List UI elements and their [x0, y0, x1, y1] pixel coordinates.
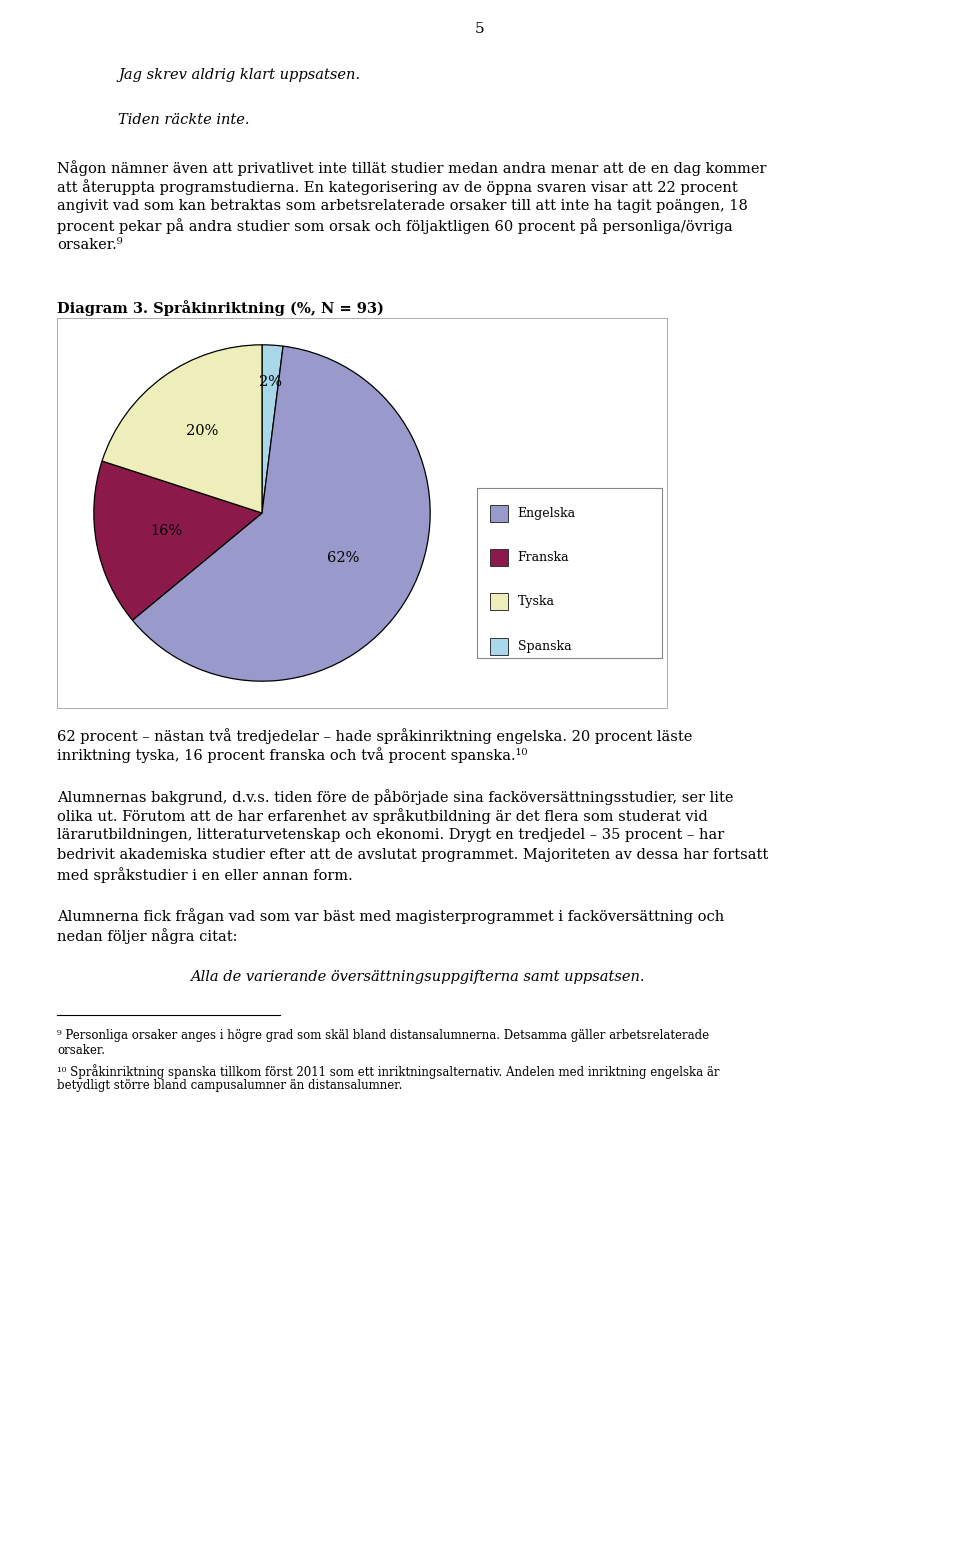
Text: nedan följer några citat:: nedan följer några citat: — [57, 929, 237, 944]
Wedge shape — [132, 346, 430, 681]
Text: Diagram 3. Språkinriktning (%, N = 93): Diagram 3. Språkinriktning (%, N = 93) — [57, 300, 384, 315]
Text: Tiden räckte inte.: Tiden räckte inte. — [118, 113, 250, 127]
Text: Någon nämner även att privatlivet inte tillät studier medan andra menar att de e: Någon nämner även att privatlivet inte t… — [57, 161, 766, 176]
Text: lärarutbildningen, litteraturvetenskap och ekonomi. Drygt en tredjedel – 35 proc: lärarutbildningen, litteraturvetenskap o… — [57, 828, 724, 842]
Text: ⁹ Personliga orsaker anges i högre grad som skäl bland distansalumnerna. Detsamm: ⁹ Personliga orsaker anges i högre grad … — [57, 1029, 709, 1043]
Text: 2%: 2% — [259, 375, 281, 389]
Text: Alla de varierande översättningsuppgifterna samt uppsatsen.: Alla de varierande översättningsuppgifte… — [190, 970, 644, 984]
Text: med språkstudier i en eller annan form.: med språkstudier i en eller annan form. — [57, 867, 352, 882]
Wedge shape — [102, 345, 262, 513]
Text: Engelska: Engelska — [517, 507, 576, 521]
Text: 62 procent – nästan två tredjedelar – hade språkinriktning engelska. 20 procent : 62 procent – nästan två tredjedelar – ha… — [57, 728, 692, 743]
Text: att återuppta programstudierna. En kategorisering av de öppna svaren visar att 2: att återuppta programstudierna. En kateg… — [57, 179, 737, 195]
Text: Spanska: Spanska — [517, 640, 571, 652]
Wedge shape — [94, 460, 262, 620]
Text: 16%: 16% — [150, 524, 182, 538]
Text: 5: 5 — [475, 22, 485, 36]
Bar — [57, 318, 667, 708]
Text: Tyska: Tyska — [517, 595, 555, 609]
Text: Alumnerna fick frågan vad som var bäst med magisterprogrammet i facköversättning: Alumnerna fick frågan vad som var bäst m… — [57, 908, 724, 924]
Text: 62%: 62% — [326, 550, 359, 564]
Bar — [490, 593, 509, 610]
Text: Jag skrev aldrig klart uppsatsen.: Jag skrev aldrig klart uppsatsen. — [118, 68, 360, 82]
Bar — [490, 638, 509, 655]
Text: inriktning tyska, 16 procent franska och två procent spanska.¹⁰: inriktning tyska, 16 procent franska och… — [57, 748, 527, 763]
Text: betydligt större bland campusalumner än distansalumner.: betydligt större bland campusalumner än … — [57, 1080, 402, 1092]
Wedge shape — [262, 345, 283, 513]
Text: orsaker.: orsaker. — [57, 1044, 105, 1057]
Bar — [490, 548, 509, 565]
Text: ¹⁰ Språkinriktning spanska tillkom först 2011 som ett inriktningsalternativ. And: ¹⁰ Språkinriktning spanska tillkom först… — [57, 1065, 719, 1080]
Text: 20%: 20% — [186, 425, 219, 439]
Text: orsaker.⁹: orsaker.⁹ — [57, 238, 123, 252]
Text: Alumnernas bakgrund, d.v.s. tiden före de påbörjade sina facköversättningsstudie: Alumnernas bakgrund, d.v.s. tiden före d… — [57, 789, 733, 805]
Bar — [490, 505, 509, 522]
Text: angivit vad som kan betraktas som arbetsrelaterade orsaker till att inte ha tagi: angivit vad som kan betraktas som arbets… — [57, 199, 748, 213]
Text: olika ut. Förutom att de har erfarenhet av språkutbildning är det flera som stud: olika ut. Förutom att de har erfarenhet … — [57, 808, 708, 825]
Text: bedrivit akademiska studier efter att de avslutat programmet. Majoriteten av des: bedrivit akademiska studier efter att de… — [57, 848, 768, 862]
Text: Franska: Franska — [517, 552, 569, 564]
Text: procent pekar på andra studier som orsak och följaktligen 60 procent på personli: procent pekar på andra studier som orsak… — [57, 218, 732, 235]
